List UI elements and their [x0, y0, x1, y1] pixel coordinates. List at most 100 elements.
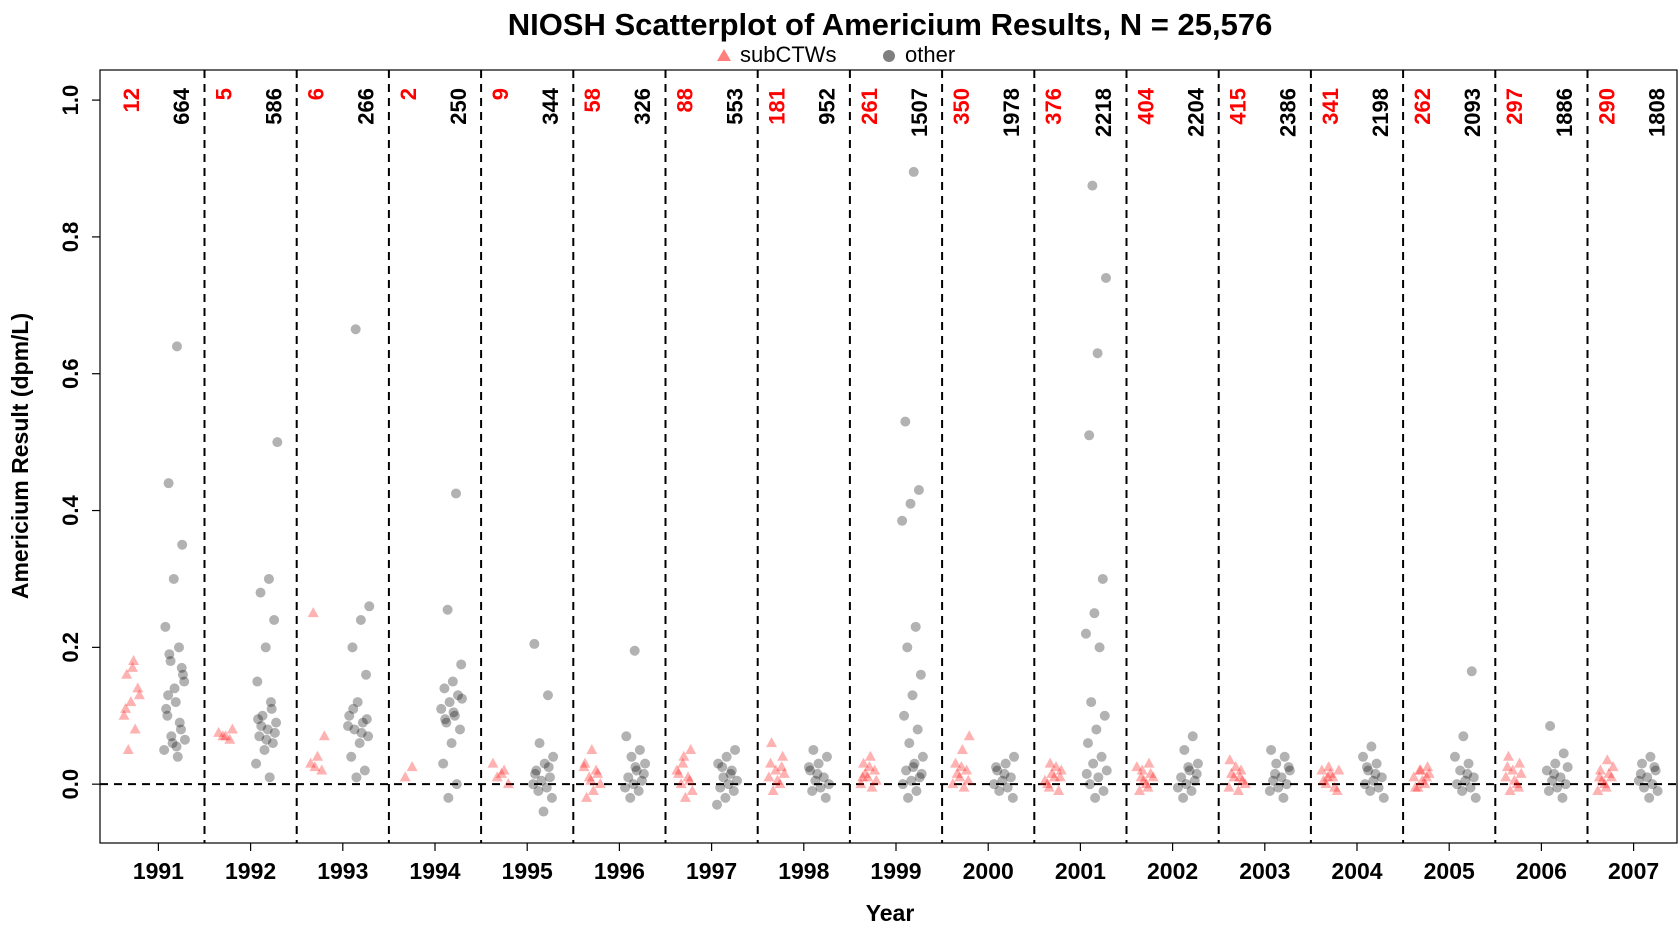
point — [354, 738, 365, 749]
point — [1005, 772, 1016, 783]
count-label: 2093 — [1460, 88, 1485, 137]
point — [1455, 765, 1466, 776]
count-label: 9 — [488, 88, 513, 100]
point — [1363, 765, 1374, 776]
point — [309, 761, 321, 772]
point — [820, 792, 831, 803]
point — [765, 757, 777, 768]
point — [1084, 779, 1095, 790]
point — [453, 690, 464, 701]
point — [528, 779, 539, 790]
point — [630, 762, 641, 773]
point — [1131, 761, 1143, 772]
point — [1366, 741, 1377, 752]
point — [636, 775, 647, 786]
point — [1271, 758, 1282, 769]
count-label: 88 — [672, 88, 697, 112]
point — [1508, 774, 1520, 785]
point — [251, 758, 262, 769]
point — [1086, 697, 1097, 708]
point — [1228, 771, 1240, 782]
point — [583, 771, 595, 782]
point — [1092, 348, 1103, 359]
point — [165, 656, 176, 667]
point — [1316, 764, 1328, 775]
point — [1500, 771, 1512, 782]
point — [1607, 761, 1619, 772]
point — [1421, 771, 1433, 782]
point — [776, 761, 788, 772]
point — [1082, 738, 1093, 749]
point — [1081, 768, 1092, 779]
point — [438, 758, 449, 769]
point — [266, 703, 277, 714]
point — [267, 738, 278, 749]
point — [255, 587, 266, 598]
point — [864, 750, 876, 761]
point — [1637, 758, 1648, 769]
point — [491, 771, 503, 782]
point — [170, 697, 181, 708]
point — [1278, 792, 1289, 803]
point — [631, 765, 642, 776]
point — [866, 781, 878, 792]
point — [857, 771, 869, 782]
point — [1002, 782, 1013, 793]
point — [272, 437, 283, 448]
point — [904, 738, 915, 749]
point — [1186, 786, 1197, 797]
point — [347, 642, 358, 653]
point — [166, 731, 177, 742]
point — [1457, 786, 1468, 797]
point — [1373, 782, 1384, 793]
count-label: 2218 — [1091, 88, 1116, 137]
point — [1361, 762, 1372, 773]
point — [1184, 765, 1195, 776]
point — [1007, 792, 1018, 803]
point — [440, 714, 451, 725]
point — [1140, 778, 1152, 789]
point — [1368, 775, 1379, 786]
point — [1143, 757, 1155, 768]
point — [679, 791, 691, 802]
point — [673, 767, 685, 778]
point — [1647, 779, 1658, 790]
point — [726, 765, 737, 776]
point — [1084, 430, 1095, 441]
point — [815, 782, 826, 793]
point — [682, 771, 694, 782]
point — [1365, 786, 1376, 797]
point — [1320, 778, 1332, 789]
point — [771, 774, 783, 785]
point — [916, 768, 927, 779]
point — [1458, 731, 1469, 742]
point — [1468, 772, 1479, 783]
x-tick-label: 1996 — [594, 858, 645, 884]
point — [718, 772, 729, 783]
point — [958, 781, 970, 792]
point — [1097, 573, 1108, 584]
point — [169, 683, 180, 694]
point — [256, 721, 267, 732]
point — [1599, 778, 1611, 789]
point — [908, 166, 919, 177]
point — [257, 710, 268, 721]
point — [167, 738, 178, 749]
count-label: 58 — [580, 88, 605, 112]
point — [311, 750, 323, 761]
point — [1603, 767, 1615, 778]
point — [1409, 781, 1421, 792]
point — [1593, 771, 1605, 782]
point — [363, 731, 374, 742]
point — [1592, 785, 1604, 796]
point — [254, 731, 265, 742]
point — [991, 762, 1002, 773]
point — [962, 774, 974, 785]
point — [213, 726, 225, 737]
point — [1091, 724, 1102, 735]
x-tick-label: 2002 — [1147, 858, 1198, 884]
point — [1549, 768, 1560, 779]
point — [539, 758, 550, 769]
point — [1191, 768, 1202, 779]
y-tick-label: 1.0 — [58, 85, 83, 116]
